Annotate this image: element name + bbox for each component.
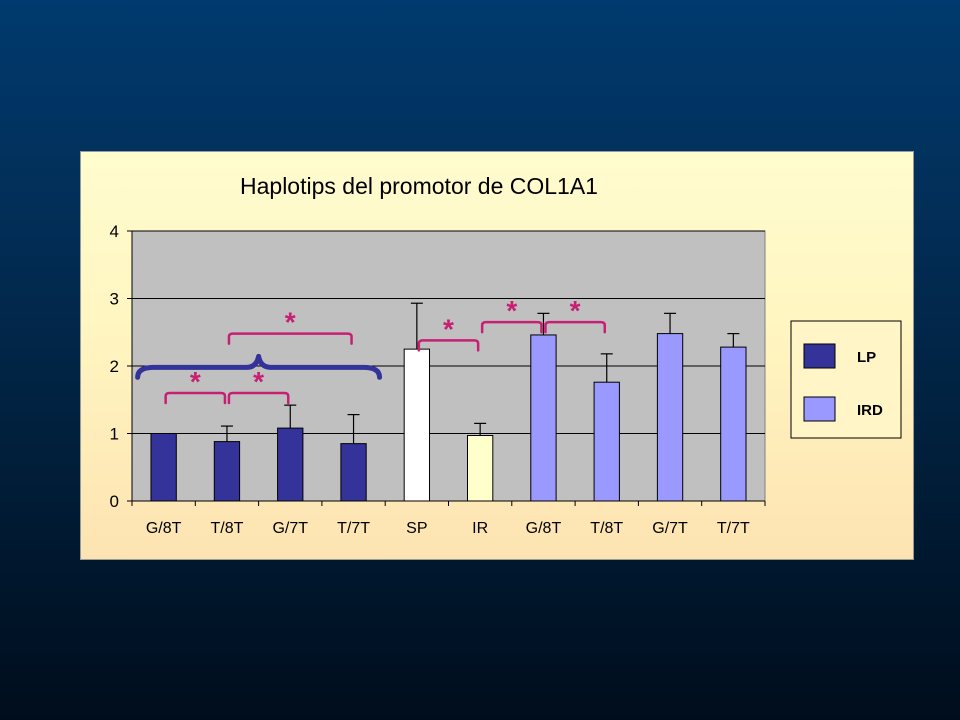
x-tick-label: T/7T <box>337 520 370 537</box>
legend-label: IRD <box>857 402 883 419</box>
significance-asterisk: * <box>190 366 201 397</box>
y-tick-label: 3 <box>110 290 119 309</box>
y-tick-label: 2 <box>110 357 119 376</box>
significance-bracket <box>227 391 290 405</box>
bar <box>403 348 431 502</box>
bar <box>277 427 304 502</box>
significance-bracket <box>480 320 543 334</box>
significance-annotations: * * * * * * <box>135 295 606 405</box>
significance-bracket <box>417 339 480 352</box>
bar <box>466 435 494 502</box>
bar <box>593 381 620 502</box>
chart-title: Haplotips del promotor de COL1A1 <box>240 173 598 199</box>
axes: 0 1 2 3 4 G/8T T/8T G/7T T/7T SP IR G/8T T/8T G/7T T/7… <box>110 222 766 537</box>
legend-label: LP <box>857 349 876 366</box>
legend-swatch <box>803 396 836 422</box>
bar <box>150 433 177 502</box>
bar <box>340 443 367 502</box>
x-tick-label: G/8T <box>526 520 562 537</box>
x-tick-label: T/7T <box>717 520 750 537</box>
legend: LP IRD <box>790 320 902 439</box>
x-tick-label: G/7T <box>272 520 308 537</box>
significance-asterisk: * <box>506 295 517 326</box>
significance-asterisk: * <box>253 366 264 397</box>
x-tick-label: G/8T <box>146 520 182 537</box>
x-tick-label: G/7T <box>652 520 688 537</box>
group-brace <box>135 353 383 380</box>
significance-asterisk: * <box>570 295 581 326</box>
significance-bracket <box>164 391 227 405</box>
significance-asterisk: * <box>443 313 454 344</box>
bar <box>656 333 684 502</box>
bar <box>720 346 747 502</box>
y-tick-label: 1 <box>110 425 119 444</box>
significance-bracket <box>227 332 353 345</box>
legend-swatch <box>803 343 836 369</box>
x-tick-label: T/8T <box>211 520 244 537</box>
bar <box>213 441 241 502</box>
chart-panel: Haplotips del promotor de COL1A1 * * * * * * … <box>80 151 914 560</box>
x-tick-label: SP <box>406 520 427 537</box>
y-tick-label: 4 <box>110 222 119 241</box>
x-tick-label: IR <box>472 520 488 537</box>
x-tick-label: T/8T <box>590 520 623 537</box>
significance-asterisk: * <box>285 307 296 338</box>
y-tick-label: 0 <box>110 492 119 511</box>
bar <box>530 334 557 502</box>
significance-bracket <box>544 320 606 334</box>
bar-chart: Haplotips del promotor de COL1A1 * * * * * * … <box>110 173 902 537</box>
